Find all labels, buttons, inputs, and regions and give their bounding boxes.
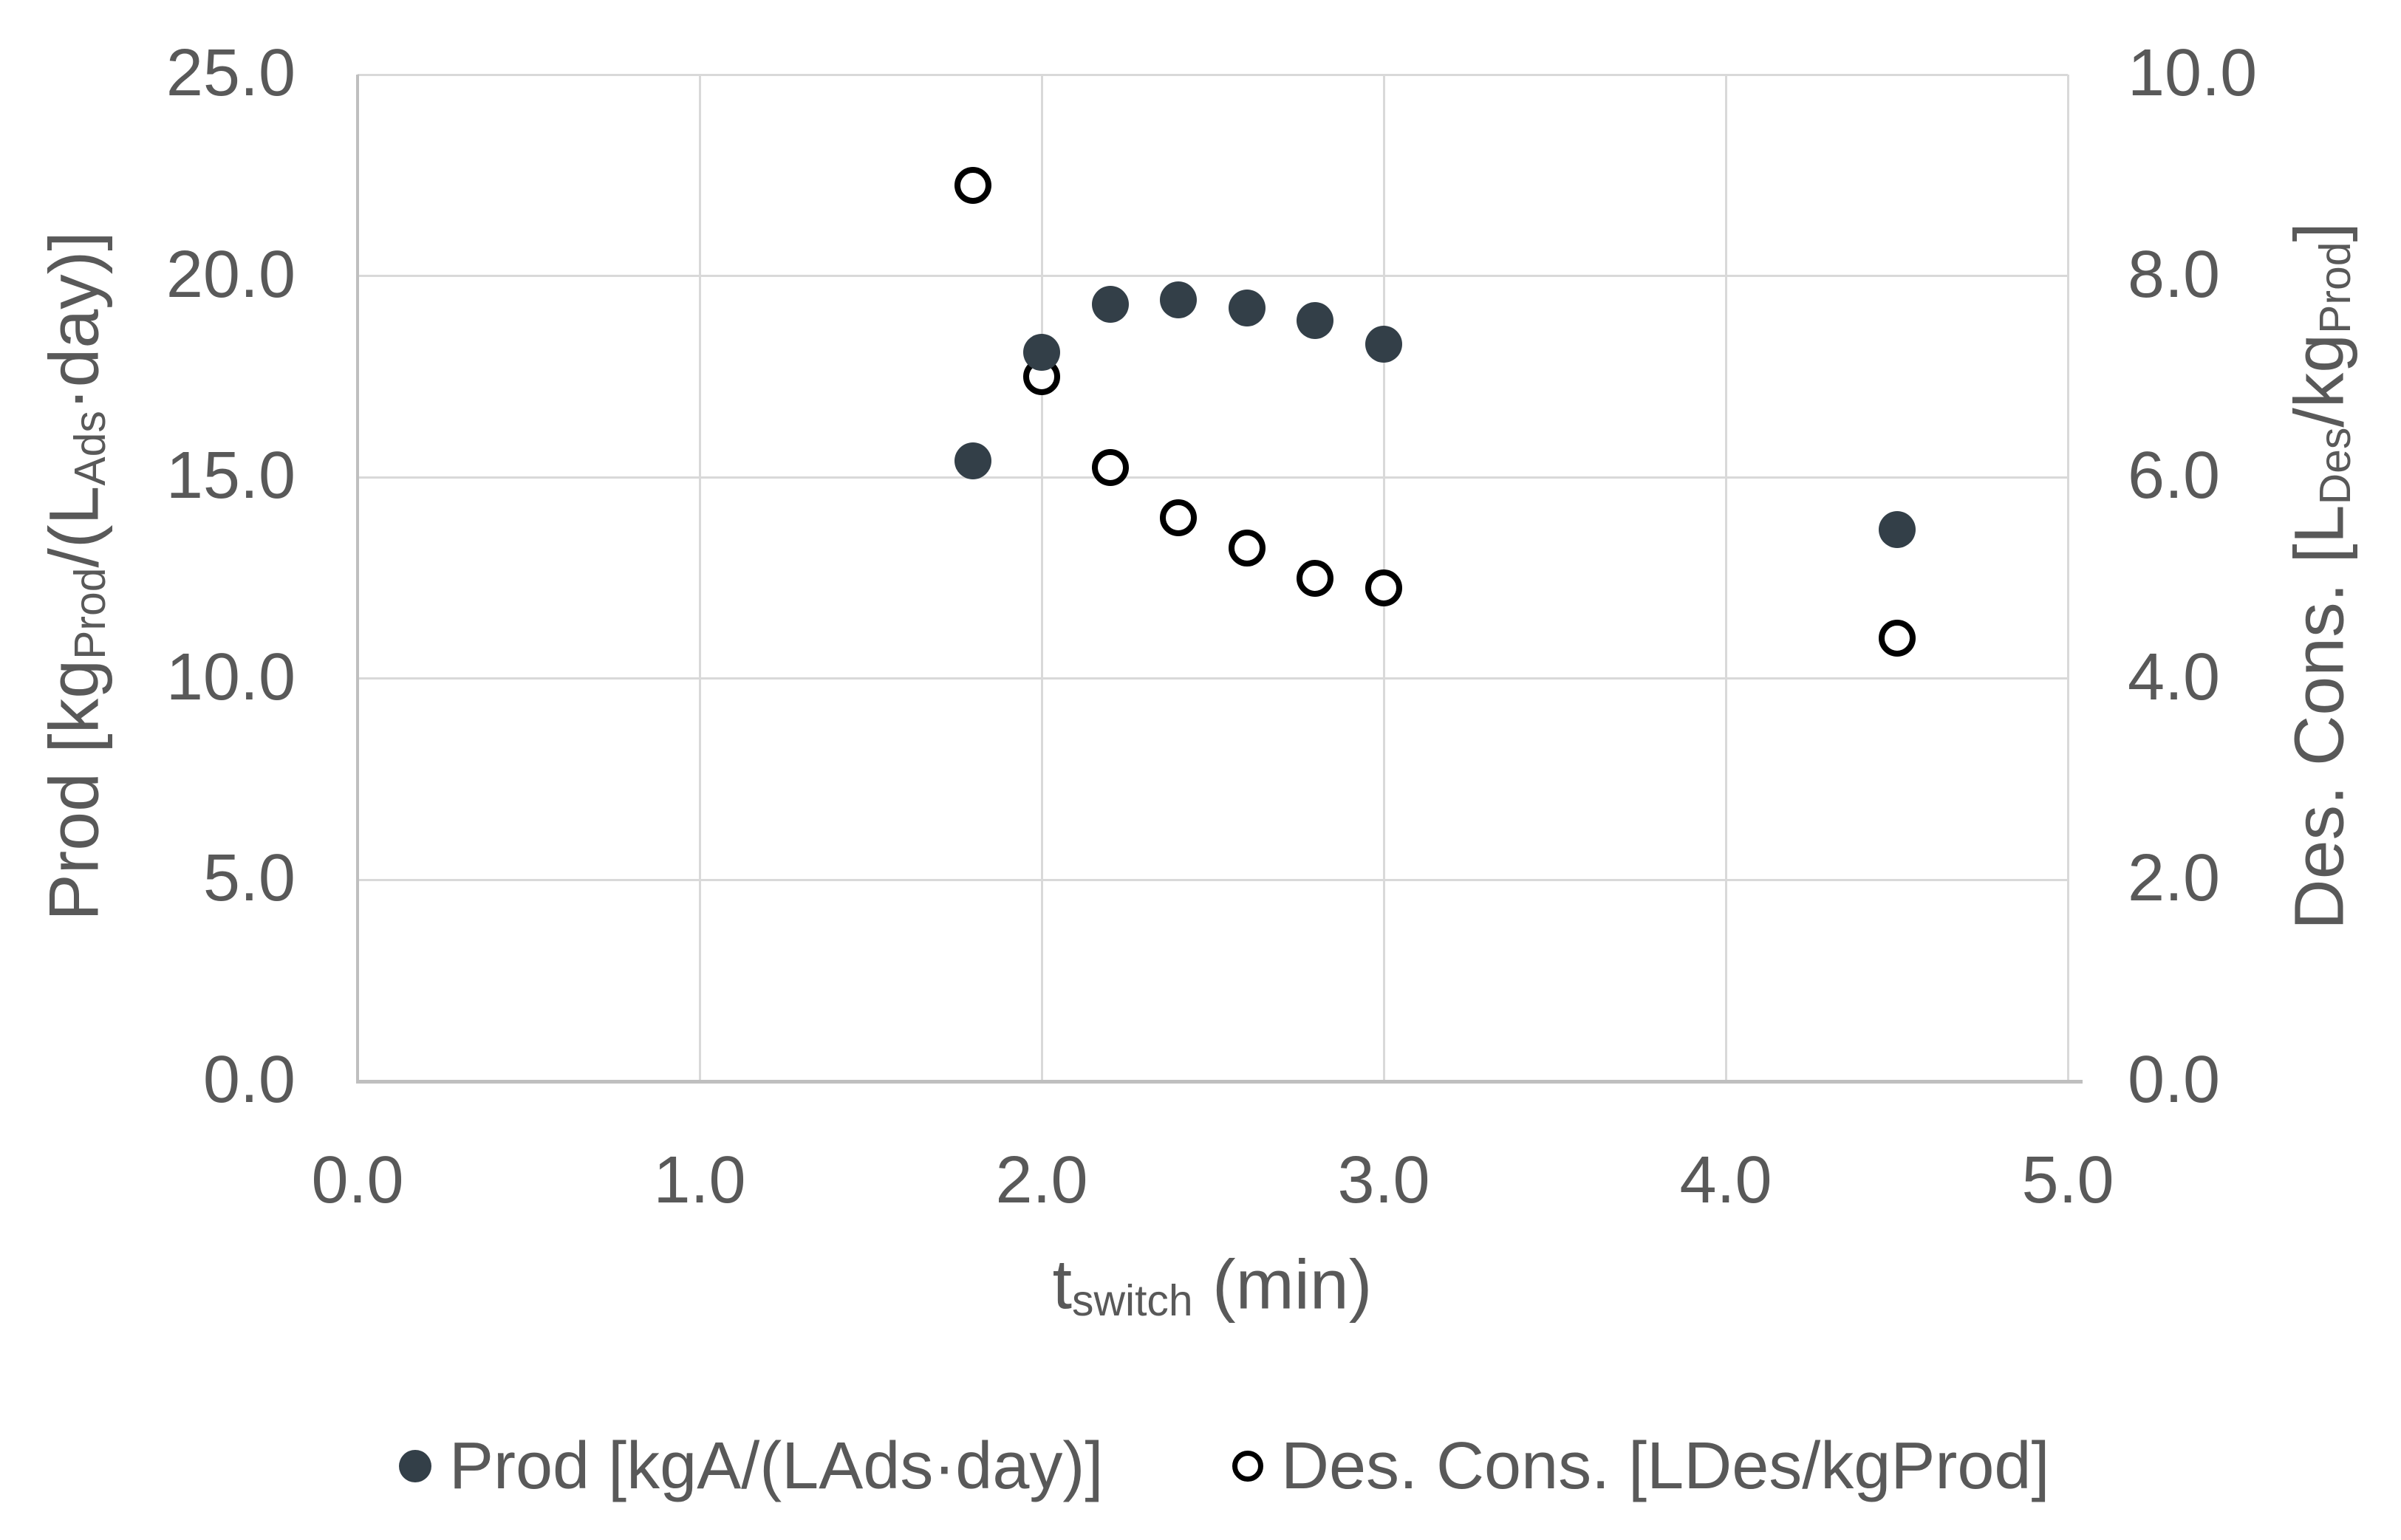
plot-area [358,75,2068,1081]
right-axis-title: Des. Cons. [LDes/kgProd] [2280,222,2360,930]
left-axis-tick-label: 25.0 [165,36,296,111]
legend-item-prod: Prod [kgA/(LAds·day)] [399,1433,1103,1499]
legend-item-des-cons: Des. Cons. [LDes/kgProd] [1232,1433,2049,1499]
right-axis-tick-label: 0.0 [2128,1043,2221,1118]
data-point-prod [1023,334,1060,372]
horizontal-gridline [358,275,2068,278]
vertical-gridline [698,75,701,1081]
vertical-gridline [1724,75,1727,1081]
x-axis-tick-label: 4.0 [1679,1143,1772,1217]
vertical-gridline [2066,75,2069,1081]
data-point-prod [954,442,992,480]
x-axis-tick-label: 1.0 [653,1143,746,1217]
x-axis-tick-label: 0.0 [311,1143,404,1217]
left-axis-tick-label: 5.0 [202,841,296,916]
data-point-prod [1160,281,1198,319]
data-point-prod [1878,511,1916,549]
data-point-des-cons [1297,559,1334,597]
data-point-des-cons [954,166,992,204]
data-point-prod [1228,290,1266,327]
x-axis-line [356,1080,2083,1084]
horizontal-gridline [358,677,2068,680]
right-axis-tick-label: 8.0 [2128,237,2221,312]
vertical-gridline [1040,75,1043,1081]
x-axis-tick-label: 2.0 [995,1143,1088,1217]
left-axis-tick-label: 10.0 [165,640,296,714]
x-axis-tick-label: 3.0 [1337,1143,1430,1217]
left-axis-tick-label: 0.0 [202,1043,296,1118]
data-point-des-cons [1365,569,1402,607]
right-axis-tick-label: 10.0 [2128,36,2258,111]
horizontal-gridline [358,878,2068,881]
data-point-des-cons [1228,529,1266,567]
right-axis-tick-label: 2.0 [2128,841,2221,916]
data-point-des-cons [1091,448,1129,486]
legend-label-des-cons: Des. Cons. [LDes/kgProd] [1281,1429,2050,1503]
horizontal-gridline [358,476,2068,479]
left-axis-title: Prod [kgProd/(LAds·day)] [35,231,115,921]
data-point-prod [1091,285,1129,323]
left-axis-tick-label: 15.0 [165,439,296,513]
open-circle-marker-icon [1232,1451,1263,1482]
data-point-des-cons [1878,620,1916,657]
data-point-prod [1365,326,1402,363]
data-point-des-cons [1160,499,1198,536]
left-axis-line [356,75,359,1083]
right-axis-tick-label: 6.0 [2128,439,2221,513]
legend-label-prod: Prod [kgA/(LAds·day)] [449,1429,1104,1503]
left-axis-tick-label: 20.0 [165,237,296,312]
horizontal-gridline [358,73,2068,76]
x-axis-title: tswitch (min) [1052,1245,1373,1325]
x-axis-tick-label: 5.0 [2021,1143,2114,1217]
data-point-prod [1297,301,1334,339]
filled-circle-marker-icon [399,1450,431,1482]
right-axis-tick-label: 4.0 [2128,640,2221,714]
